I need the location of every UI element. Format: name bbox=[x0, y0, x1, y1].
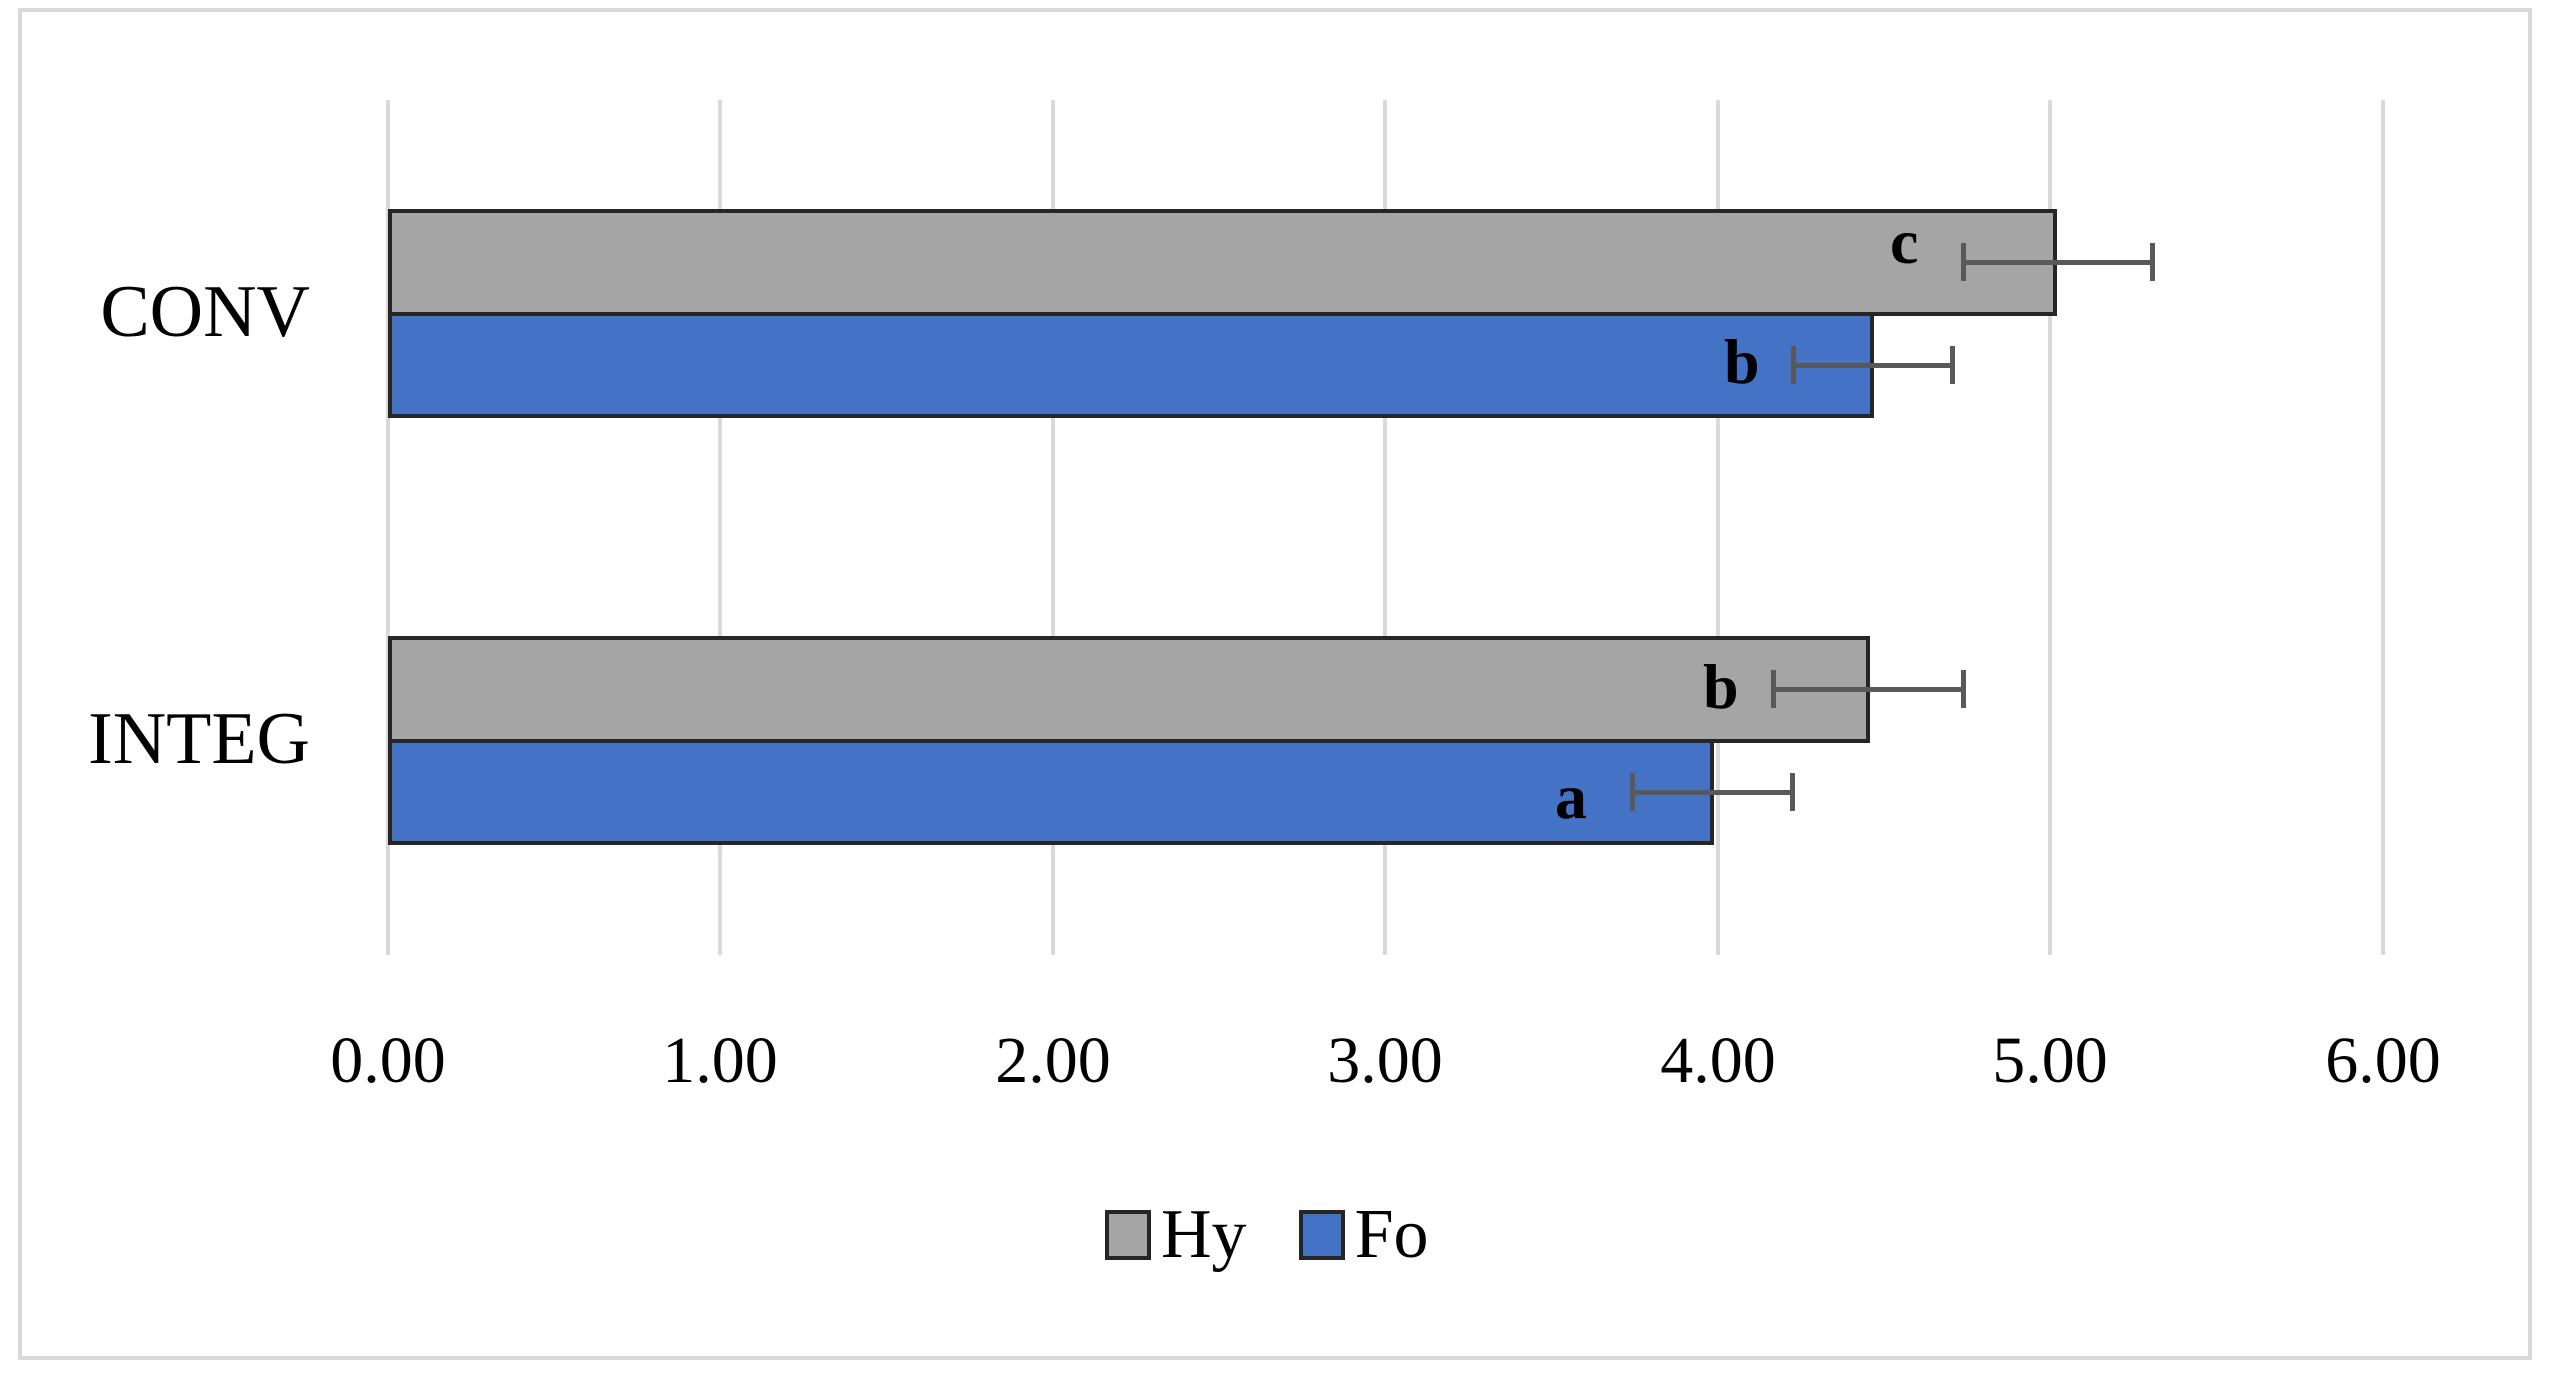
sig-label-conv-fo: b bbox=[1724, 326, 1760, 397]
x-tick-label: 5.00 bbox=[1992, 1024, 2108, 1097]
gridline-2 bbox=[1051, 100, 1055, 955]
gridline-1 bbox=[718, 100, 722, 955]
gridline-6 bbox=[2381, 100, 2385, 955]
bar-conv-fo bbox=[388, 312, 1874, 418]
bar-integ-fo bbox=[388, 739, 1714, 845]
sig-label-integ-hy: b bbox=[1703, 651, 1739, 722]
x-tick-label: 2.00 bbox=[995, 1024, 1111, 1097]
gridline-0 bbox=[386, 100, 390, 955]
bar-integ-hy bbox=[388, 636, 1870, 743]
gridline-3 bbox=[1383, 100, 1387, 955]
legend-item-hy: Hy bbox=[1105, 1200, 1247, 1270]
x-tick-label: 0.00 bbox=[330, 1024, 446, 1097]
category-label-conv: CONV bbox=[100, 271, 310, 353]
gridline-5 bbox=[2048, 100, 2052, 955]
legend-swatch-hy bbox=[1105, 1210, 1151, 1260]
gridline-4 bbox=[1716, 100, 1720, 955]
legend: Hy Fo bbox=[1105, 1200, 1469, 1270]
category-label-integ: INTEG bbox=[88, 698, 310, 780]
sig-label-conv-hy: c bbox=[1890, 206, 1919, 277]
x-tick-label: 1.00 bbox=[662, 1024, 778, 1097]
legend-item-fo: Fo bbox=[1298, 1196, 1429, 1273]
legend-label-hy: Hy bbox=[1161, 1196, 1247, 1273]
bar-conv-hy bbox=[388, 209, 2057, 316]
legend-swatch-fo bbox=[1298, 1210, 1345, 1260]
x-tick-label: 3.00 bbox=[1327, 1024, 1443, 1097]
sig-label-integ-fo: a bbox=[1555, 761, 1587, 832]
x-tick-label: 6.00 bbox=[2325, 1024, 2441, 1097]
x-tick-label: 4.00 bbox=[1660, 1024, 1776, 1097]
legend-label-fo: Fo bbox=[1354, 1196, 1429, 1273]
